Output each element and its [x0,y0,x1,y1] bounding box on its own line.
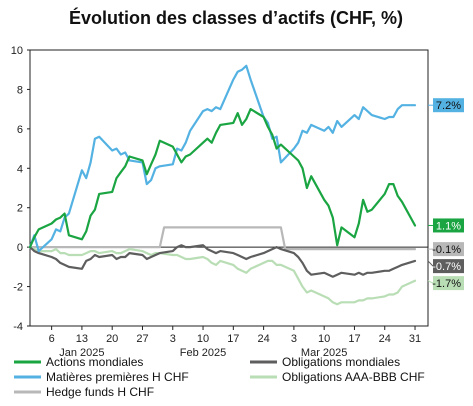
x-tick-label: 13 [76,333,88,345]
end-label-text: -0.1% [432,244,461,256]
end-label-box [433,276,464,291]
x-tick-label: 24 [379,333,391,345]
x-tick-label: 17 [348,333,360,345]
end-label-box [433,218,464,233]
end-label-box [433,98,464,113]
legend: Actions mondiales Obligations mondiales Ma… [14,355,425,399]
y-tick-label: 0 [17,242,23,254]
y-tick-label: 4 [17,163,23,175]
series-line-obligations-aaa-bbb-chf [28,246,417,306]
x-tick-label: 6 [49,333,55,345]
series-layer [28,64,417,306]
end-label-leader [427,280,434,284]
legend-label: Actions mondiales [46,355,143,369]
series-line-hedge-funds-h-chf [28,226,417,251]
x-tick-label: 20 [106,333,118,345]
y-axis: -4 -2 0 2 4 6 8 10 [11,45,30,333]
x-tick-label: 17 [227,333,239,345]
y-tick-label: -4 [13,321,23,333]
series-line-mati-res-premi-res-h-chf [28,64,417,253]
legend-label: Obligations AAA-BBB CHF [282,370,425,384]
end-label-text: 7.2% [436,100,461,112]
y-tick-label: 8 [17,84,23,96]
end-labels: 7.2% 1.1% -0.1% -0.7% -1.7% [427,98,464,291]
legend-label: Obligations mondiales [282,355,400,369]
month-label: Mar 2025 [301,347,347,359]
x-tick-label: 3 [170,333,176,345]
x-tick-label: 31 [409,333,421,345]
end-label-text: -1.7% [432,278,461,290]
end-label-box [433,259,464,274]
y-tick-label: 10 [11,45,23,57]
x-tick-label: 10 [197,333,209,345]
chart-title: Évolution des classes d’actifs (CHF, %) [69,7,403,28]
x-tick-label: 10 [318,333,330,345]
y-tick-label: 2 [17,203,23,215]
series-line-obligations-mondiales [28,244,417,278]
x-tick-label: 24 [257,333,269,345]
month-label: Feb 2025 [180,347,226,359]
y-tick-label: 6 [17,124,23,136]
x-tick-label: 3 [291,333,297,345]
legend-label: Hedge funds H CHF [46,385,154,399]
x-axis: 6 13 20 27 3 10 17 24 3 10 17 24 31 Jan 2025 Feb 2025 M… [49,326,421,359]
x-tick-label: 27 [136,333,148,345]
end-label-leader [427,260,434,267]
plot-border [29,49,429,327]
end-label-text: 1.1% [436,220,461,232]
legend-label: Matières premières H CHF [46,370,189,384]
end-label-box [433,242,464,257]
series-line-actions-mondiales [28,108,417,249]
y-tick-label: -2 [13,282,23,294]
end-label-text: -0.7% [432,261,461,273]
month-label: Jan 2025 [59,347,104,359]
